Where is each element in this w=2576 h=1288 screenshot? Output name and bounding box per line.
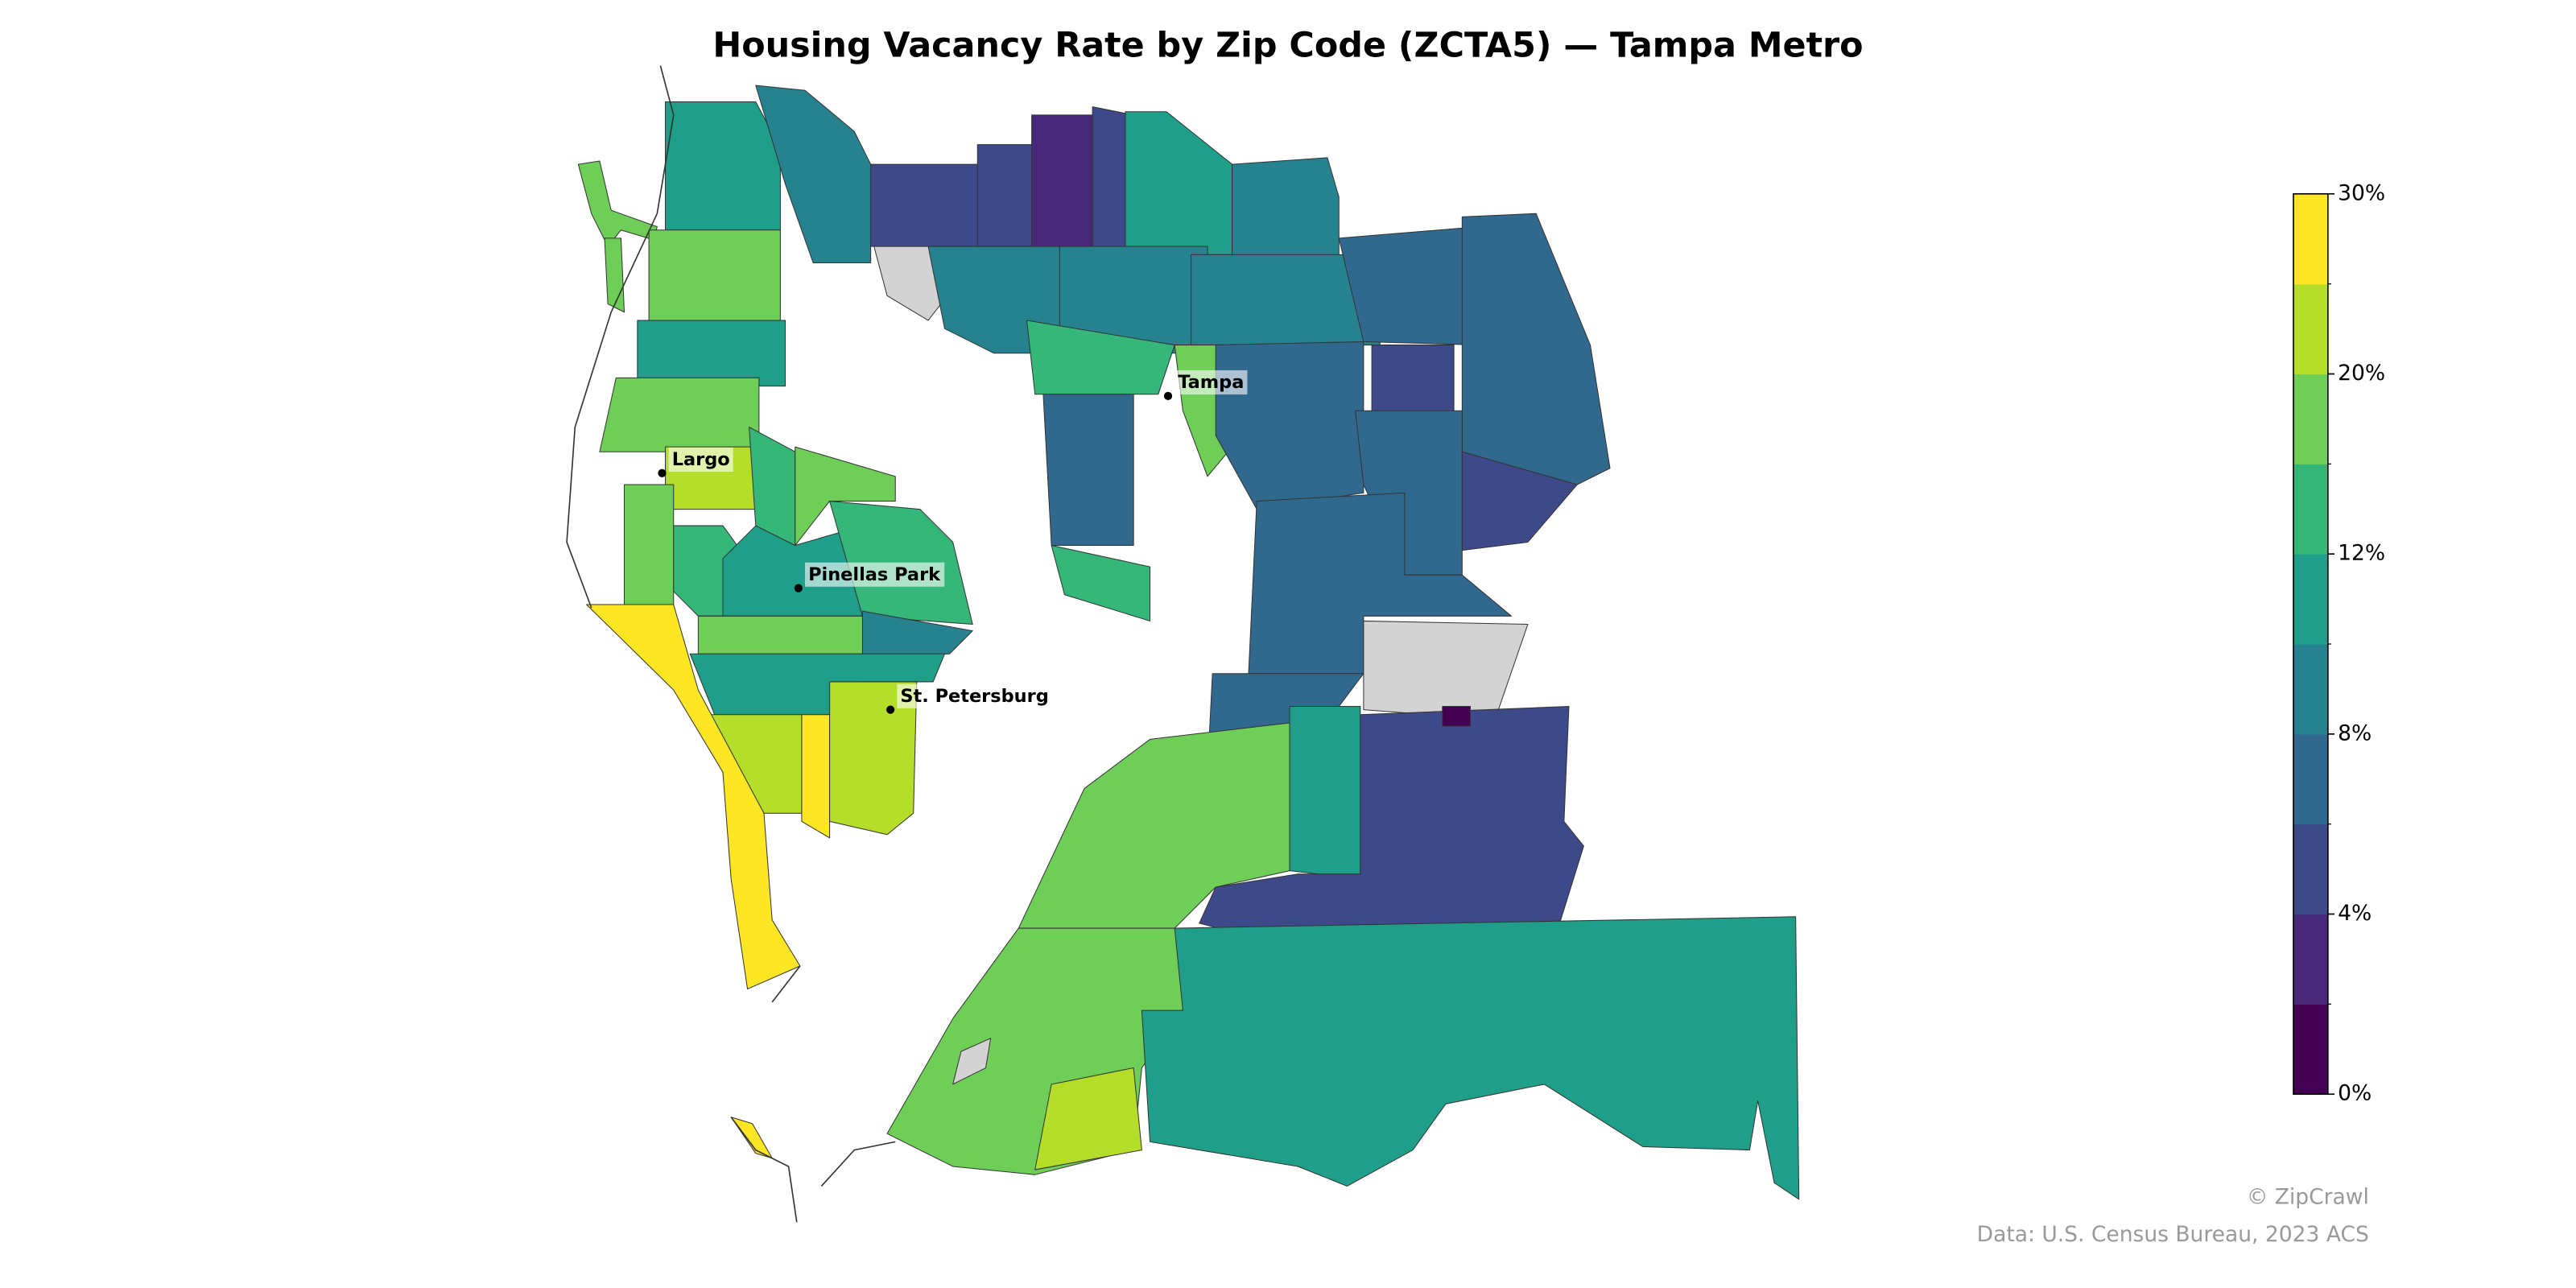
zip-region xyxy=(1034,1067,1142,1170)
colorbar-bin xyxy=(2293,644,2328,735)
colorbar-bin xyxy=(2293,554,2328,645)
zip-region xyxy=(577,160,658,247)
source-note: Data: U.S. Census Bureau, 2023 ACS xyxy=(1977,1222,2369,1247)
zip-region xyxy=(1042,394,1134,547)
zip-region xyxy=(604,237,625,313)
zip-region xyxy=(697,615,863,654)
colorbar-bin xyxy=(2293,1004,2328,1095)
zip-region xyxy=(952,1038,992,1085)
zip-region xyxy=(1363,620,1529,720)
city-dot xyxy=(1163,391,1173,400)
zip-region xyxy=(801,714,831,839)
city-label: Tampa xyxy=(1178,372,1244,393)
coastline xyxy=(566,65,896,1223)
zip-region xyxy=(1461,213,1611,485)
zip-region xyxy=(976,144,1036,247)
city-label: Pinellas Park xyxy=(808,564,941,585)
colorbar-tick-label: 4% xyxy=(2338,901,2372,926)
city-dot xyxy=(794,584,803,592)
colorbar-bin xyxy=(2293,464,2328,555)
credit: © ZipCrawl xyxy=(2247,1184,2369,1209)
zip-region xyxy=(637,320,786,387)
city-label-bg xyxy=(668,447,733,472)
zip-region xyxy=(1051,545,1151,621)
zip-region xyxy=(624,484,675,609)
zip-region xyxy=(1461,451,1578,551)
zip-region xyxy=(1125,111,1233,255)
city-markers: Tampa Largo Pinellas Park St. Petersburg xyxy=(658,369,1248,714)
colorbar-bin xyxy=(2293,824,2328,915)
zip-region xyxy=(1289,706,1361,880)
zip-region xyxy=(1338,226,1480,346)
city-dot xyxy=(886,705,895,714)
zip-region xyxy=(1141,916,1800,1200)
zip-region xyxy=(730,1117,773,1159)
city-label-bg xyxy=(1174,369,1248,395)
zip-region xyxy=(648,229,781,321)
colorbar-tick-label: 0% xyxy=(2338,1081,2372,1106)
zip-regions xyxy=(577,85,1800,1200)
zip-region xyxy=(870,163,987,247)
zip-region xyxy=(1031,114,1098,247)
colorbar-tick-label: 12% xyxy=(2338,541,2385,566)
city-dot xyxy=(658,469,667,477)
colorbar-bin xyxy=(2293,914,2328,1005)
colorbar-bin xyxy=(2293,733,2328,825)
zip-region xyxy=(1442,706,1472,727)
city-label-bg xyxy=(897,683,1052,708)
zip-region xyxy=(1018,722,1290,929)
map-title: Housing Vacancy Rate by Zip Code (ZCTA5)… xyxy=(712,26,1863,66)
city-label: Largo xyxy=(672,449,730,470)
colorbar-bin xyxy=(2293,374,2328,464)
zip-region xyxy=(1026,320,1175,395)
colorbar-tick-label: 30% xyxy=(2338,180,2385,205)
city-label: St. Petersburg xyxy=(900,686,1048,707)
colorbar-bin xyxy=(2293,283,2328,375)
zip-region xyxy=(829,681,918,836)
colorbar-bin xyxy=(2293,193,2328,285)
colorbar-tick-label: 8% xyxy=(2338,720,2372,745)
colorbar: 0% 4% 8% 12% 20% 30% xyxy=(2293,180,2385,1106)
zip-region xyxy=(665,101,781,231)
zip-region xyxy=(1371,345,1455,415)
zip-region xyxy=(795,446,896,547)
colorbar-tick-label: 20% xyxy=(2338,361,2385,386)
zip-region xyxy=(1215,341,1364,510)
zip-region xyxy=(599,377,760,452)
city-label-bg xyxy=(805,562,945,587)
